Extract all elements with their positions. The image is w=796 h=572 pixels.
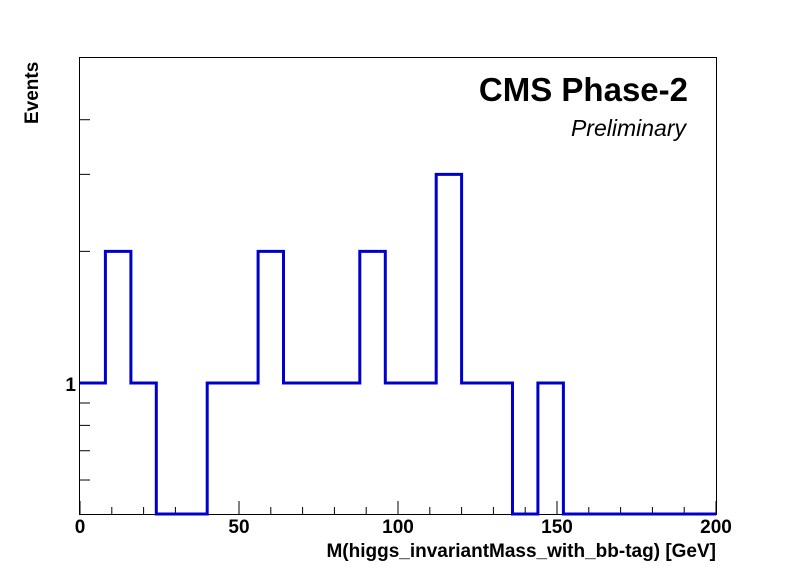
y-axis-label: Events: [22, 62, 43, 124]
x-ticks: [79, 501, 717, 514]
x-tick-label-150: 150: [541, 517, 573, 538]
x-tick-label-100: 100: [382, 517, 414, 538]
x-tick-label-200: 200: [700, 517, 732, 538]
plot-frame: [79, 57, 717, 515]
x-tick-label-0: 0: [75, 517, 86, 538]
chart-subtitle: Preliminary: [571, 115, 688, 141]
x-tick-label-50: 50: [228, 517, 249, 538]
histogram-line: [80, 172, 716, 516]
y-tick-label-1: 1: [65, 375, 76, 396]
chart-title: CMS Phase-2: [479, 71, 688, 108]
x-axis-label: M(higgs_invariantMass_with_bb-tag) [GeV]: [326, 541, 716, 562]
y-ticks: [80, 119, 99, 481]
